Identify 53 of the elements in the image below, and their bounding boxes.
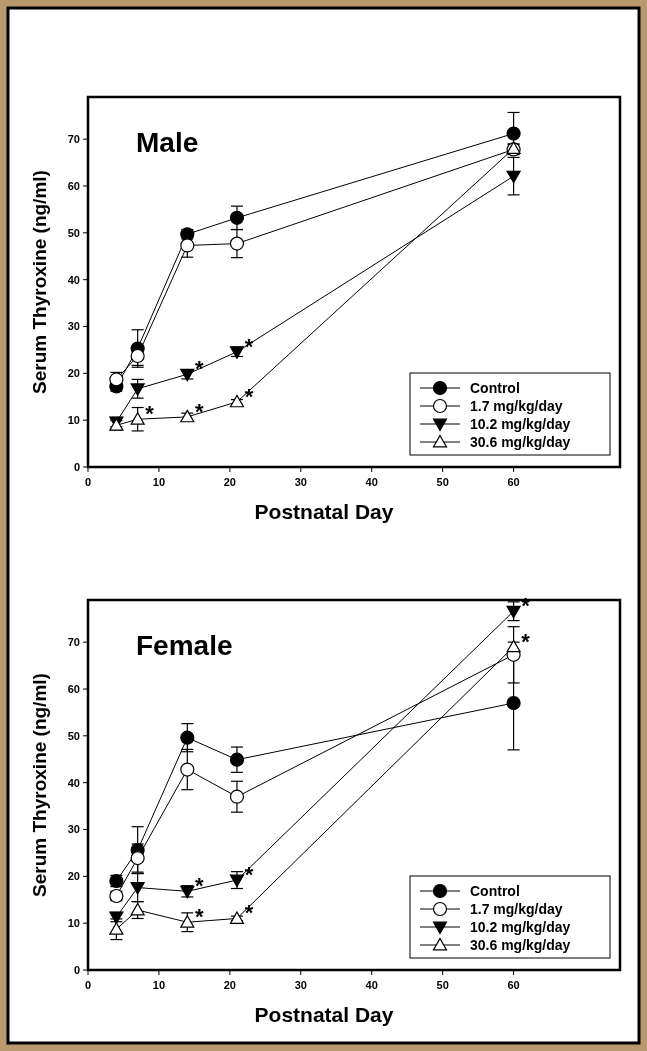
legend-label: Control: [470, 883, 520, 899]
x-axis-title: Postnatal Day: [254, 500, 394, 523]
y-tick-label: 10: [67, 917, 80, 930]
annotation: *: [195, 873, 205, 899]
legend-label: 10.2 mg/kg/day: [470, 919, 571, 935]
x-tick-label: 50: [436, 979, 449, 991]
annotation: *: [244, 900, 254, 926]
y-tick-label: 20: [67, 367, 80, 380]
x-tick-label: 10: [152, 476, 166, 488]
y-tick-label: 70: [67, 636, 80, 649]
annotation: *: [244, 862, 254, 888]
y-axis-title: Serum Thyroxine (ng/ml): [29, 170, 50, 394]
y-tick-label: 70: [67, 133, 80, 146]
text: Male: [136, 127, 199, 158]
x-tick-label: 30: [294, 476, 307, 488]
x-tick-label: 0: [84, 979, 92, 991]
y-tick-label: 20: [67, 870, 80, 883]
annotation: *: [195, 904, 205, 930]
y-tick-label: 60: [67, 682, 80, 695]
annotation: *: [521, 628, 531, 654]
y-axis-title: Serum Thyroxine (ng/ml): [29, 673, 50, 897]
annotation: *: [244, 383, 254, 409]
y-tick-label: 60: [67, 179, 80, 192]
x-axis-title: Postnatal Day: [254, 1003, 394, 1026]
x-tick-label: 0: [84, 476, 92, 488]
legend-label: 30.6 mg/kg/day: [470, 937, 571, 953]
y-tick-label: 30: [67, 320, 80, 333]
annotation: *: [195, 356, 205, 382]
y-tick-label: 0: [73, 461, 80, 473]
x-tick-label: 10: [152, 979, 166, 991]
legend-label: 30.6 mg/kg/day: [470, 434, 571, 450]
x-tick-label: 50: [436, 476, 449, 488]
legend-label: 1.7 mg/kg/day: [470, 901, 563, 917]
x-tick-label: 30: [294, 979, 307, 991]
x-tick-label: 40: [365, 476, 378, 488]
x-tick-label: 40: [365, 979, 378, 991]
annotation: *: [145, 401, 155, 427]
y-tick-label: 0: [73, 964, 80, 976]
y-tick-label: 10: [67, 414, 80, 427]
text: Female: [136, 630, 233, 661]
x-tick-label: 20: [223, 979, 236, 991]
y-tick-label: 50: [67, 729, 80, 742]
x-tick-label: 60: [507, 979, 520, 991]
x-tick-label: 20: [223, 476, 236, 488]
y-tick-label: 30: [67, 823, 80, 836]
annotation: *: [195, 398, 205, 424]
y-tick-label: 40: [67, 776, 80, 789]
y-tick-label: 40: [67, 273, 80, 286]
x-tick-label: 60: [507, 476, 520, 488]
y-tick-label: 50: [67, 226, 80, 239]
legend-label: 10.2 mg/kg/day: [470, 416, 571, 432]
legend-label: 1.7 mg/kg/day: [470, 398, 563, 414]
legend-label: Control: [470, 380, 520, 396]
